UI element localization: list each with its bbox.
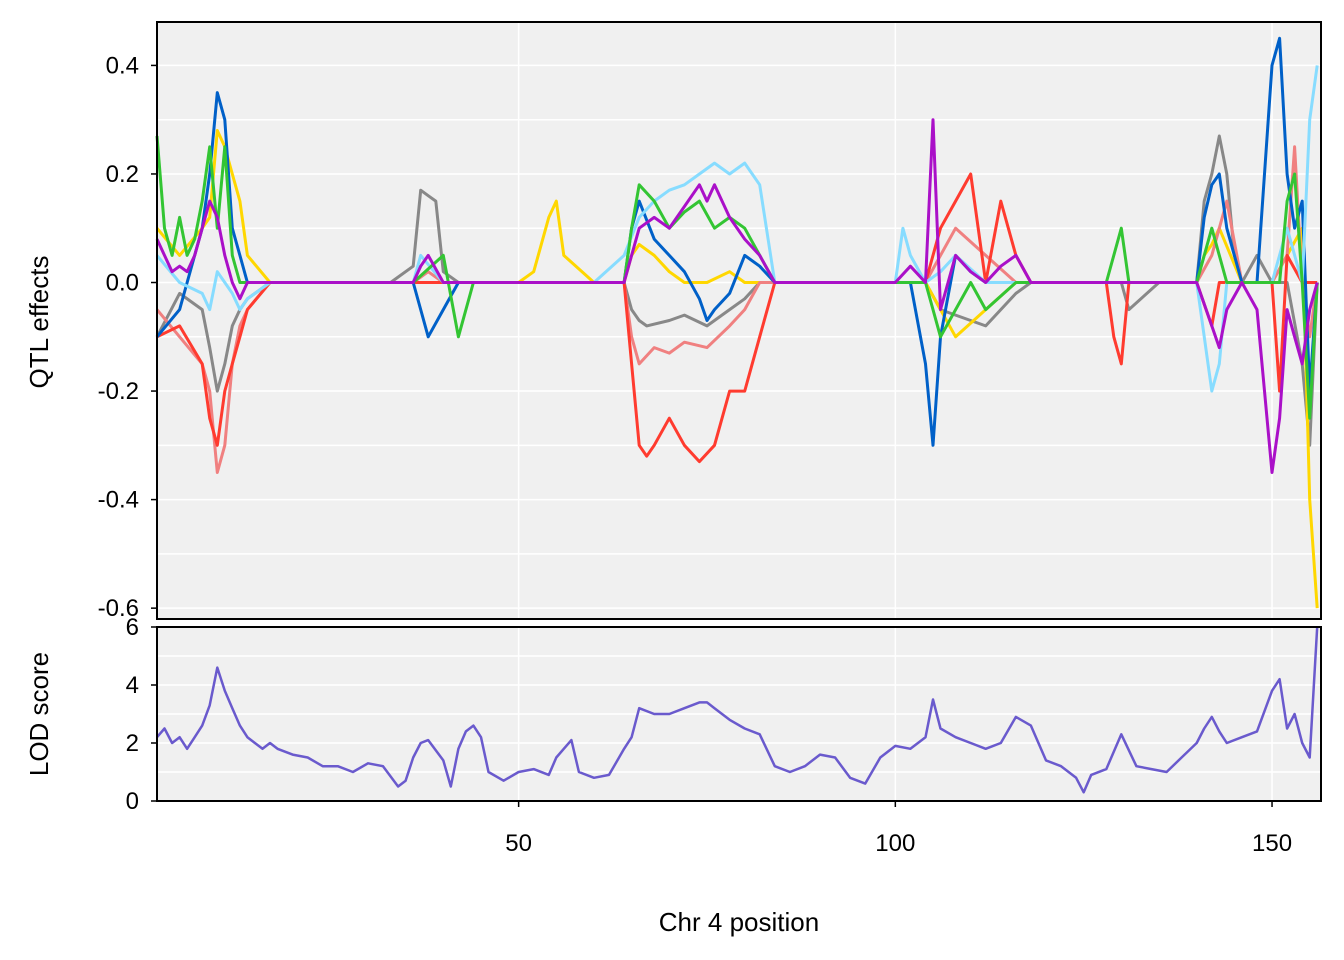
effects-series-group [155,36,1319,609]
lod-panel-frame [156,626,1322,802]
effects-y-tick-label: 0.4 [106,52,139,79]
x-axis-label: Chr 4 position [659,907,819,937]
lod-y-axis-label: LOD score [24,652,54,776]
lod-gridlines [157,627,1321,801]
lod-y-tick-label: 0 [126,788,139,815]
effects-series-line-5 [155,65,1319,393]
effects-y-tick-label: 0.0 [106,270,139,297]
effects-y-tick-label: -0.2 [98,378,139,405]
lod-series-line-0 [156,626,1319,794]
effects-y-ticks: -0.6 -0.4 -0.2 0.0 0.2 0.4 [98,52,157,622]
effects-panel: -0.6 -0.4 -0.2 0.0 0.2 0.4 QTL effects [24,21,1322,622]
effects-y-tick-label: 0.2 [106,161,139,188]
x-tick-label: 150 [1252,830,1292,857]
lod-y-tick-label: 2 [126,730,139,757]
lod-series-group [156,626,1319,794]
x-tick-label: 50 [505,830,532,857]
lod-y-tick-label: 4 [126,672,139,699]
effects-y-axis-label: QTL effects [24,256,54,389]
lod-panel: 0 2 4 6 50 100 150 LOD score Chr 4 position [24,614,1322,937]
effects-panel-background [157,22,1321,619]
lod-y-tick-label: 6 [126,614,139,641]
lod-y-ticks: 0 2 4 6 [126,614,157,815]
effects-series-line-6 [155,135,1319,420]
effects-series-line-7 [155,118,1319,474]
x-tick-label: 100 [875,830,915,857]
effects-y-tick-label: -0.4 [98,487,139,514]
lod-x-ticks: 50 100 150 [505,801,1292,857]
effects-panel-frame [156,21,1322,620]
effects-y-tick-label: -0.6 [98,595,139,622]
